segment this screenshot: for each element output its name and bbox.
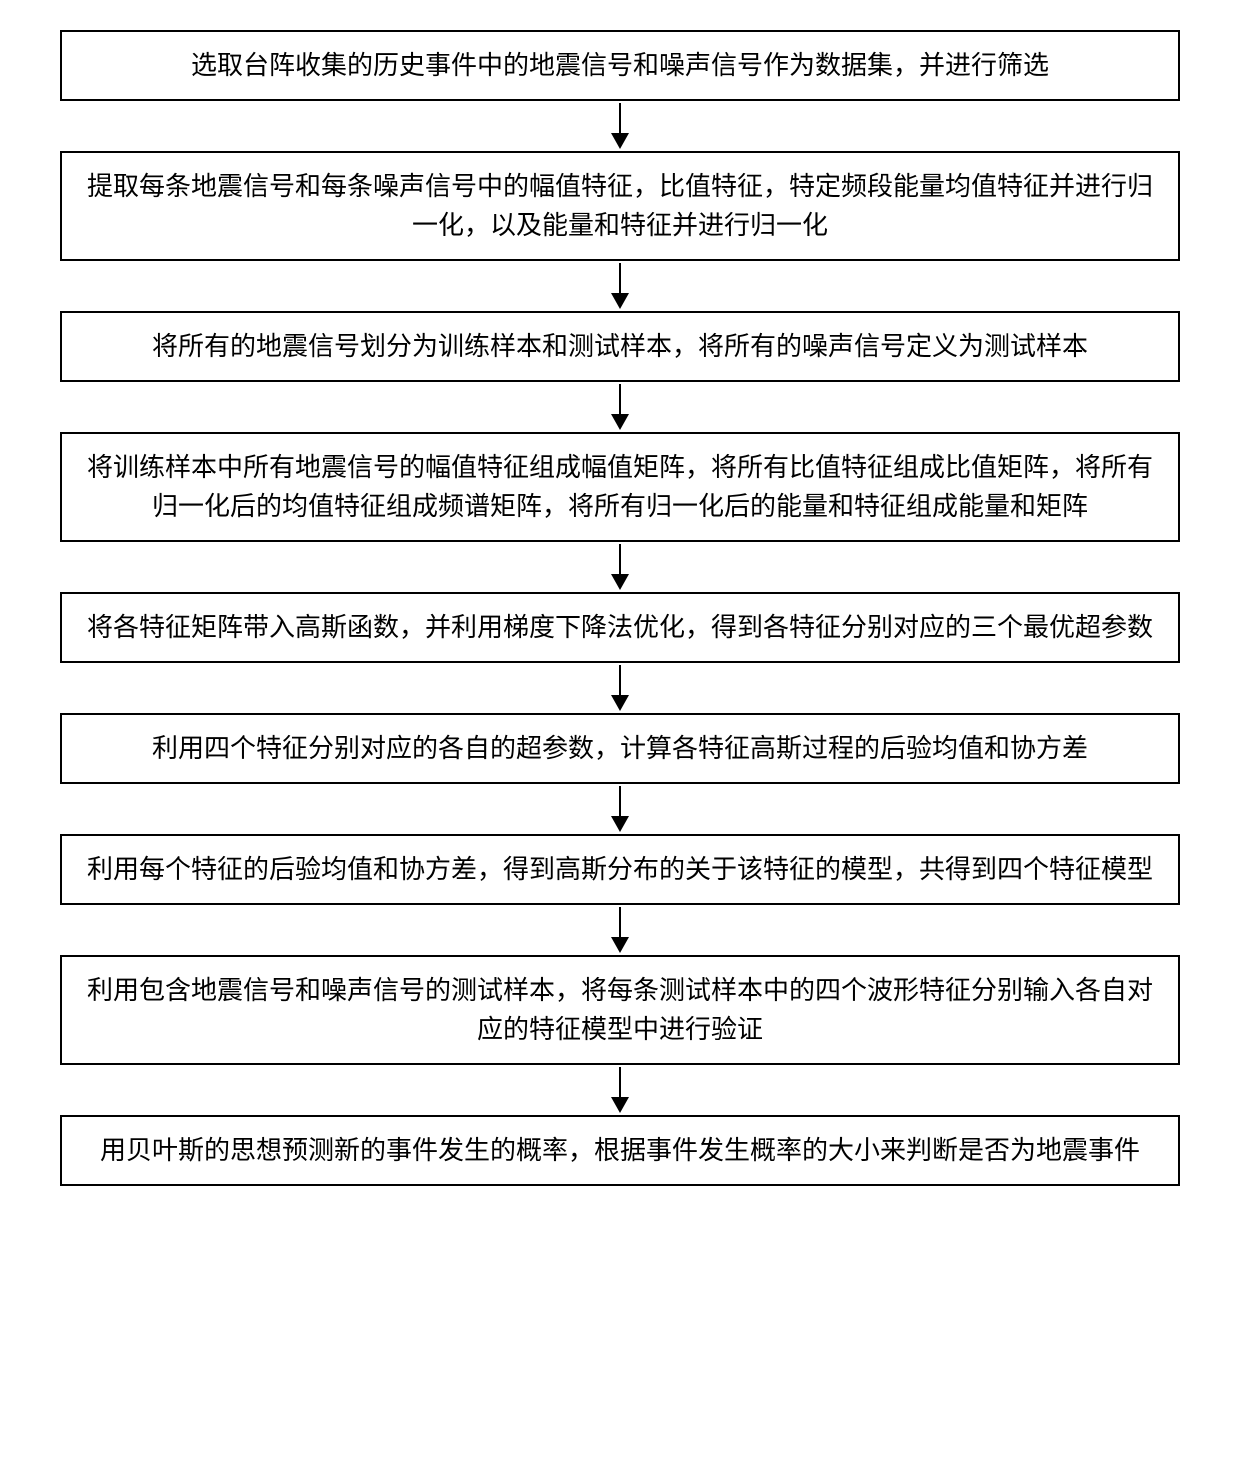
step-text: 将所有的地震信号划分为训练样本和测试样本，将所有的噪声信号定义为测试样本	[152, 332, 1088, 361]
step-text: 将各特征矩阵带入高斯函数，并利用梯度下降法优化，得到各特征分别对应的三个最优超参…	[87, 613, 1153, 642]
flowchart-container: 选取台阵收集的历史事件中的地震信号和噪声信号作为数据集，并进行筛选 提取每条地震…	[60, 30, 1180, 1186]
flow-step-9: 用贝叶斯的思想预测新的事件发生的概率，根据事件发生概率的大小来判断是否为地震事件	[60, 1115, 1180, 1186]
flow-step-3: 将所有的地震信号划分为训练样本和测试样本，将所有的噪声信号定义为测试样本	[60, 311, 1180, 382]
flow-step-6: 利用四个特征分别对应的各自的超参数，计算各特征高斯过程的后验均值和协方差	[60, 713, 1180, 784]
arrow-icon	[611, 101, 629, 151]
step-text: 将训练样本中所有地震信号的幅值特征组成幅值矩阵，将所有比值特征组成比值矩阵，将所…	[87, 453, 1153, 521]
arrow-icon	[611, 382, 629, 432]
flow-step-7: 利用每个特征的后验均值和协方差，得到高斯分布的关于该特征的模型，共得到四个特征模…	[60, 834, 1180, 905]
arrow-icon	[611, 663, 629, 713]
flow-step-2: 提取每条地震信号和每条噪声信号中的幅值特征，比值特征，特定频段能量均值特征并进行…	[60, 151, 1180, 261]
flow-step-5: 将各特征矩阵带入高斯函数，并利用梯度下降法优化，得到各特征分别对应的三个最优超参…	[60, 592, 1180, 663]
step-text: 利用包含地震信号和噪声信号的测试样本，将每条测试样本中的四个波形特征分别输入各自…	[87, 976, 1153, 1044]
arrow-icon	[611, 1065, 629, 1115]
step-text: 选取台阵收集的历史事件中的地震信号和噪声信号作为数据集，并进行筛选	[191, 51, 1049, 80]
arrow-icon	[611, 261, 629, 311]
step-text: 用贝叶斯的思想预测新的事件发生的概率，根据事件发生概率的大小来判断是否为地震事件	[100, 1136, 1140, 1165]
arrow-icon	[611, 905, 629, 955]
flow-step-8: 利用包含地震信号和噪声信号的测试样本，将每条测试样本中的四个波形特征分别输入各自…	[60, 955, 1180, 1065]
step-text: 利用每个特征的后验均值和协方差，得到高斯分布的关于该特征的模型，共得到四个特征模…	[87, 855, 1153, 884]
step-text: 利用四个特征分别对应的各自的超参数，计算各特征高斯过程的后验均值和协方差	[152, 734, 1088, 763]
step-text: 提取每条地震信号和每条噪声信号中的幅值特征，比值特征，特定频段能量均值特征并进行…	[87, 172, 1153, 240]
flow-step-1: 选取台阵收集的历史事件中的地震信号和噪声信号作为数据集，并进行筛选	[60, 30, 1180, 101]
arrow-icon	[611, 784, 629, 834]
arrow-icon	[611, 542, 629, 592]
flow-step-4: 将训练样本中所有地震信号的幅值特征组成幅值矩阵，将所有比值特征组成比值矩阵，将所…	[60, 432, 1180, 542]
